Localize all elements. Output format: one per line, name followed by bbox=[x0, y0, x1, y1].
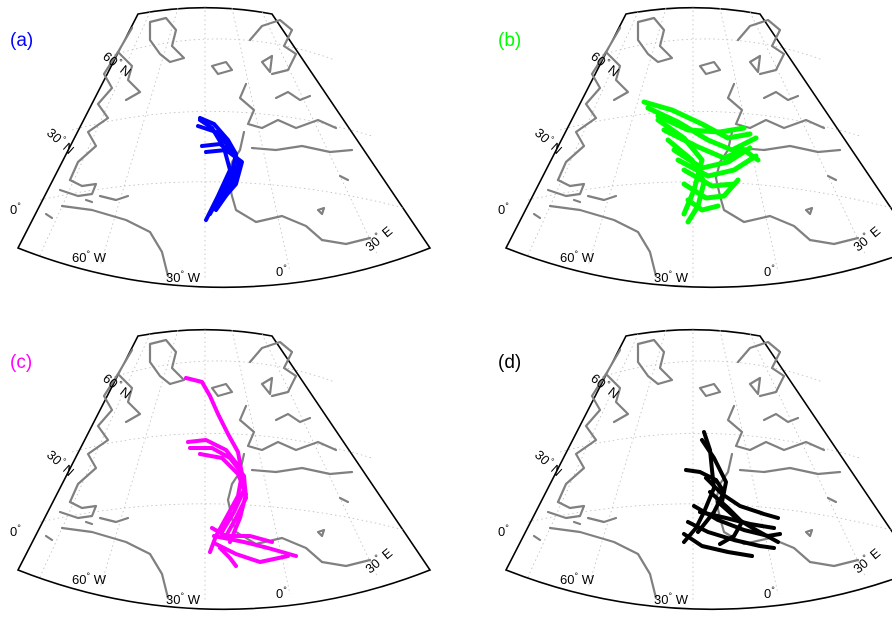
panel-label: (d) bbox=[498, 352, 521, 373]
trajectory-line bbox=[681, 177, 741, 201]
trajectory-line bbox=[661, 127, 761, 163]
map-panel-d: (d)60° N30° N0°60° W30° W 0°30° E bbox=[498, 326, 892, 611]
longitude-label: 0° bbox=[764, 263, 775, 279]
longitude-label: 60° W bbox=[72, 571, 107, 587]
latitude-label: 0° bbox=[10, 523, 21, 539]
longitude-label: 60° W bbox=[560, 249, 595, 265]
map-panel-b: (b)60° N30° N0°60° W30° W 0°30° E bbox=[498, 4, 892, 289]
trajectory-line bbox=[641, 99, 753, 141]
trajectory-line bbox=[704, 476, 780, 520]
latitude-label: 0° bbox=[498, 523, 509, 539]
trajectory-line bbox=[675, 153, 759, 179]
panel-label: (a) bbox=[10, 30, 33, 51]
longitude-label: 30° W bbox=[166, 269, 201, 285]
panel-label: (c) bbox=[10, 352, 32, 373]
trajectory-line bbox=[655, 113, 747, 135]
map-panel-a: (a)60° N30° N0°60° W30° W 0°30° E bbox=[10, 4, 432, 289]
longitude-label: 60° W bbox=[72, 249, 107, 265]
trajectory-line bbox=[685, 197, 721, 213]
trajectory-line bbox=[686, 520, 776, 550]
trajectory-line bbox=[218, 546, 238, 568]
trajectory-line bbox=[204, 148, 244, 202]
longitude-label: 0° bbox=[276, 263, 287, 279]
trajectory-line bbox=[645, 105, 759, 153]
panel-label: (b) bbox=[498, 30, 521, 51]
longitude-label: 0° bbox=[764, 585, 775, 601]
panels-group: (a)60° N30° N0°60° W30° W 0°30° E(b)60° N… bbox=[10, 4, 892, 611]
trajectory-line bbox=[716, 500, 780, 544]
trajectory-line bbox=[700, 438, 728, 504]
trajectory-line bbox=[210, 526, 274, 544]
trajectory-line bbox=[214, 542, 290, 564]
trajectory-line bbox=[681, 167, 737, 189]
longitude-label: 60° W bbox=[560, 571, 595, 587]
latitude-label: 0° bbox=[10, 201, 21, 217]
longitude-label: 0° bbox=[276, 585, 287, 601]
trajectory-line bbox=[655, 117, 705, 217]
trajectory-line bbox=[198, 452, 248, 544]
trajectory-line bbox=[212, 534, 298, 558]
longitude-label: 30° E bbox=[362, 222, 396, 254]
longitude-label: 30° W bbox=[166, 591, 201, 607]
longitude-label: 30° W bbox=[654, 269, 689, 285]
longitude-label: 30° W bbox=[654, 591, 689, 607]
map-panel-c: (c)60° N30° N0°60° W30° W 0°30° E bbox=[10, 326, 432, 611]
trajectory-line bbox=[671, 145, 753, 171]
latitude-label: 0° bbox=[498, 201, 509, 217]
trajectory-line bbox=[184, 376, 244, 554]
trajectory-line bbox=[682, 532, 754, 558]
trajectory-line bbox=[198, 118, 232, 222]
trajectory-line bbox=[188, 446, 248, 538]
